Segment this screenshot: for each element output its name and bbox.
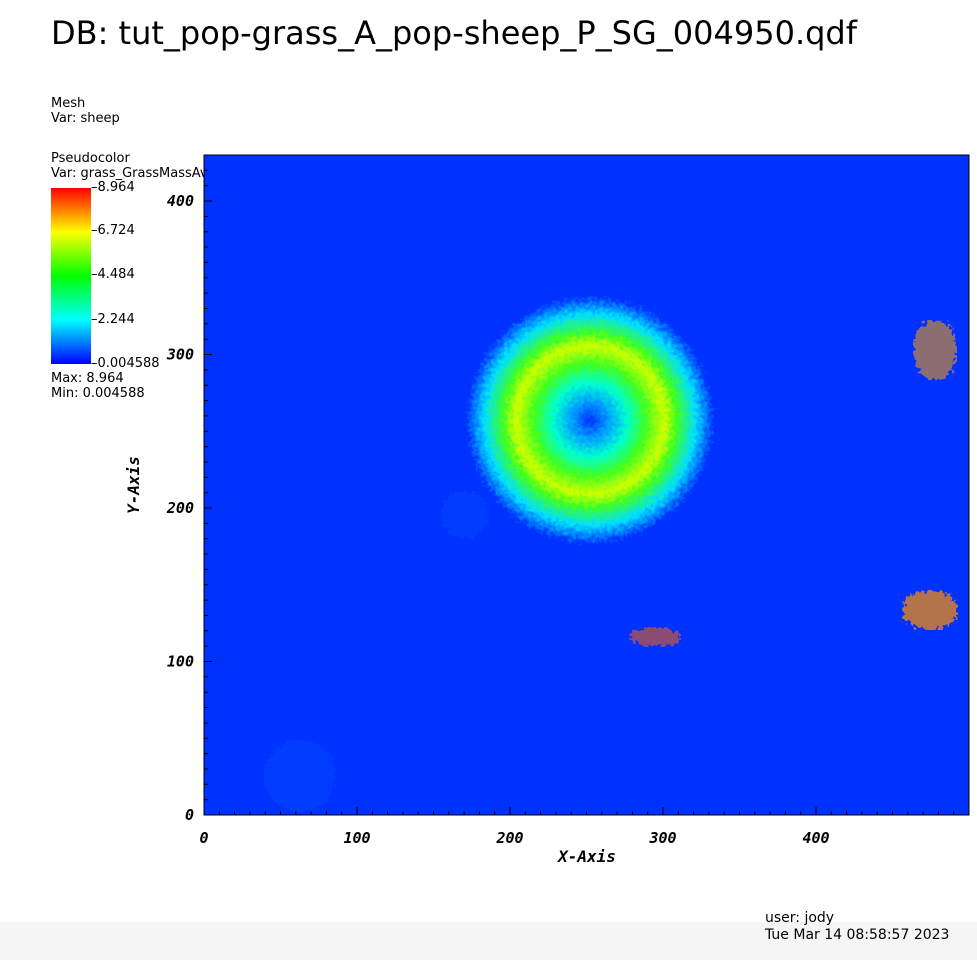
legend-tick-label: –4.484	[91, 267, 135, 282]
mesh-plot-type: Mesh	[51, 96, 86, 111]
x-tick-label: 0	[199, 829, 208, 847]
colorbar-legend	[51, 188, 91, 364]
mesh-plot-var: Var: sheep	[51, 111, 120, 126]
legend-tick-label: –2.244	[91, 312, 135, 327]
legend-tick-label: –6.724	[91, 223, 135, 238]
user-label: user: jody	[765, 910, 835, 926]
legend-tick-label: –8.964	[91, 180, 135, 195]
x-axis-label: X-Axis	[556, 847, 616, 866]
y-tick-label: 400	[167, 192, 194, 210]
x-tick-label: 300	[648, 829, 676, 847]
heatmap-field	[204, 155, 969, 815]
y-tick-label: 200	[166, 499, 194, 517]
pseudocolor-plot-type: Pseudocolor	[51, 151, 130, 166]
y-axis-label: Y-Axis	[124, 456, 143, 514]
x-tick-label: 400	[802, 829, 829, 847]
x-tick-label: 200	[495, 829, 523, 847]
timestamp-label: Tue Mar 14 08:58:57 2023	[765, 927, 950, 943]
y-tick-label: 300	[166, 346, 194, 364]
x-axis: 0 100 200 300 400	[199, 807, 970, 847]
y-tick-label: 0	[185, 806, 194, 824]
pseudocolor-plot-var: Var: grass_GrassMassAvail	[51, 166, 223, 181]
footer-band	[0, 922, 977, 960]
footer-info: user: jody Tue Mar 14 08:58:57 2023	[765, 910, 949, 944]
pseudocolor-plot-label: Pseudocolor Var: grass_GrassMassAvail	[51, 151, 223, 181]
legend-min: Min: 0.004588	[51, 386, 145, 401]
x-tick-label: 100	[343, 829, 370, 847]
y-tick-label: 100	[167, 653, 194, 671]
legend-tick-label: –0.004588	[91, 356, 160, 371]
legend-max: Max: 8.964	[51, 371, 124, 386]
mesh-plot-label: Mesh Var: sheep	[51, 96, 120, 126]
database-title: DB: tut_pop-grass_A_pop-sheep_P_SG_00495…	[51, 14, 857, 52]
legend-range: Max: 8.964 Min: 0.004588	[51, 371, 145, 401]
y-axis: 0 100 200 300 400	[166, 154, 212, 824]
